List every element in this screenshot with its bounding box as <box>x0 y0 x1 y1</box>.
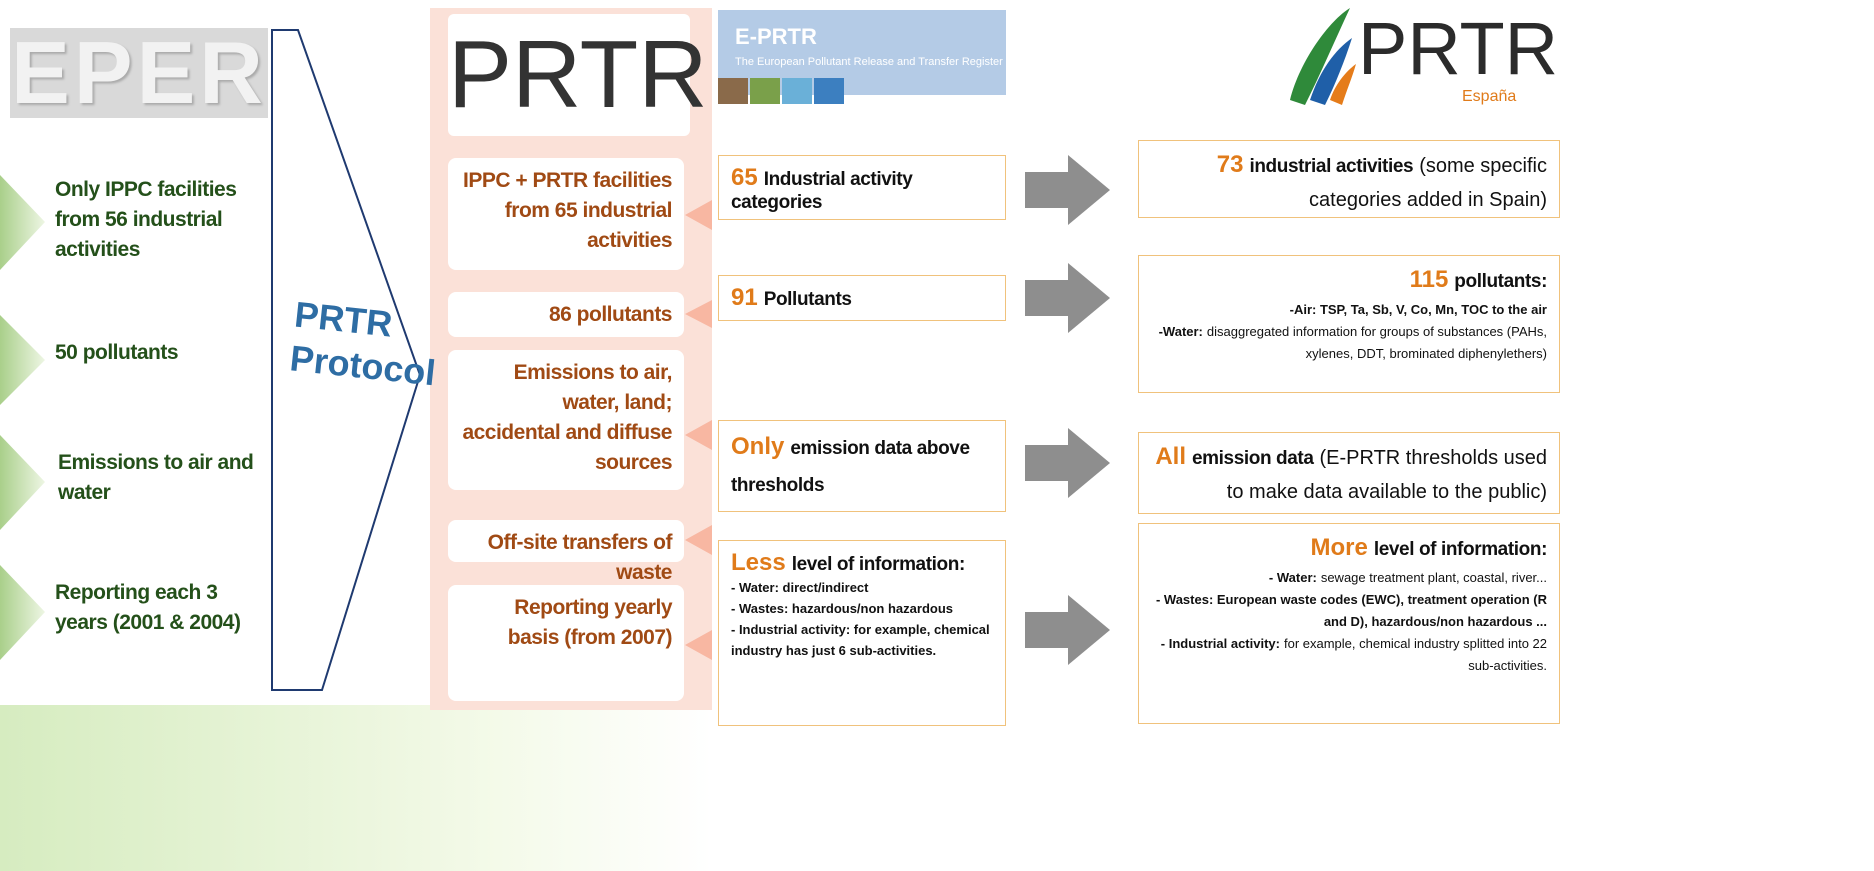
prtr-item: 86 pollutants <box>448 292 684 337</box>
spain-logo-subtitle: España <box>1462 88 1517 105</box>
prtr-logo: PRTR <box>448 14 708 136</box>
detail-key: - Industrial activity: <box>1160 636 1280 651</box>
item-text: emission data <box>1191 448 1314 469</box>
item-text: emission data above thresholds <box>731 438 970 496</box>
highlight: All <box>1155 443 1186 470</box>
spain-logo-title: PRTR <box>1358 7 1559 90</box>
item-text: pollutants: <box>1454 271 1547 292</box>
spain-item: More level of information: - Water: sewage … <box>1138 523 1560 724</box>
eprtr-item: 91 Pollutants <box>718 275 1006 321</box>
detail-line: - Wastes: hazardous/non hazardous <box>731 601 953 616</box>
detail-line: - Industrial activity: for example, chem… <box>731 622 990 658</box>
detail-text: sewage treatment plant, coastal, river..… <box>1320 570 1547 585</box>
item-text: level of information: <box>1373 539 1548 560</box>
detail-line: - Water: sewage treatment plant, coastal,… <box>1151 567 1547 589</box>
item-head: Less level of information: <box>731 549 993 577</box>
spain-item: 115 pollutants: -Air: TSP, Ta, Sb, V, Co, … <box>1138 255 1560 393</box>
eprtr-title: E-PRTR <box>735 24 817 49</box>
prtr-item: Emissions to air, water, land; accidenta… <box>448 350 684 490</box>
highlight: 115 <box>1409 266 1449 293</box>
detail-text: for example, chemical industry splitted … <box>1283 636 1547 673</box>
eper-logo: EPER <box>11 23 267 122</box>
highlight: 65 <box>731 164 758 191</box>
item-text: industrial activities <box>1249 156 1414 177</box>
detail-key: - Water: <box>1268 570 1317 585</box>
eprtr-subtitle: The European Pollutant Release and Trans… <box>735 56 1003 68</box>
detail-key: -Air: TSP, Ta, Sb, V, Co, Mn, TOC to the… <box>1289 302 1547 317</box>
detail-line: - Water: direct/indirect <box>731 580 869 595</box>
item-head: 65 Industrial activity categories <box>731 164 993 214</box>
detail-line: -Water: disaggregated information for gro… <box>1151 321 1547 365</box>
green-band <box>0 705 712 871</box>
detail-line: -Air: TSP, Ta, Sb, V, Co, Mn, TOC to the… <box>1151 299 1547 321</box>
item-head: 91 Pollutants <box>731 284 993 312</box>
highlight: 91 <box>731 284 758 311</box>
prtr-item: Reporting yearly basis (from 2007) <box>448 585 684 701</box>
eper-item: Emissions to air and water <box>58 451 254 504</box>
item-text: Pollutants <box>763 289 852 310</box>
highlight: More <box>1310 534 1368 561</box>
highlight: Less <box>731 549 786 576</box>
highlight: 73 <box>1216 151 1244 178</box>
item-text: Industrial activity categories <box>731 169 913 213</box>
detail-key: -Water: <box>1158 324 1203 339</box>
prtr-item: IPPC + PRTR facilities from 65 industria… <box>448 158 684 270</box>
spain-item: 73 industrial activities (some specific ca… <box>1138 140 1560 218</box>
protocol-label: PRTR Protocol <box>288 293 442 396</box>
eprtr-item: Only emission data above thresholds <box>718 420 1006 512</box>
eper-item: Reporting each 3 years (2001 & 2004) <box>55 581 241 634</box>
item-head: Only emission data above thresholds <box>731 429 993 505</box>
highlight: Only <box>731 433 785 460</box>
eprtr-item: 65 Industrial activity categories <box>718 155 1006 220</box>
detail-line: - Wastes: European waste codes (EWC), tr… <box>1151 589 1547 633</box>
detail-text: disaggregated information for groups of … <box>1206 324 1547 361</box>
prtr-item: Off-site transfers of waste <box>448 520 684 584</box>
spain-item: All emission data (E-PRTR thresholds used … <box>1138 432 1560 514</box>
eper-item: 50 pollutants <box>55 341 179 364</box>
item-note: (E-PRTR thresholds used to make data ava… <box>1226 447 1547 503</box>
eper-item: Only IPPC facilities from 56 industrial … <box>55 178 237 261</box>
item-note: (some specific categories added in Spain… <box>1309 155 1547 211</box>
eprtr-item: Less level of information: - Water: direct… <box>718 540 1006 726</box>
detail-key: - Wastes: European waste codes (EWC), tr… <box>1155 592 1547 629</box>
item-text: level of information: <box>791 554 966 575</box>
detail-line: - Industrial activity: for example, chemi… <box>1151 633 1547 677</box>
